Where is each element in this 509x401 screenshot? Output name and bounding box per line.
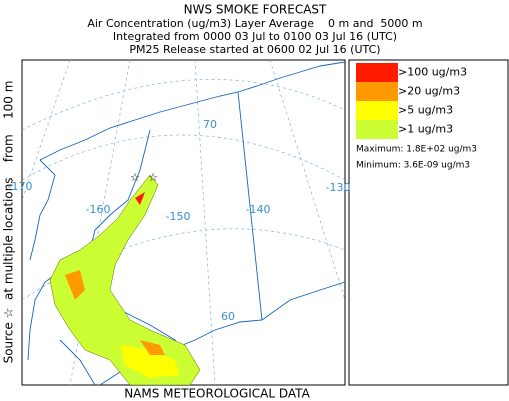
grid-label: -150 [166,210,191,223]
subtitle: Integrated from 0000 03 Jul to 0100 03 J… [113,30,397,43]
map: ☆ ☆ [21,59,346,386]
legend-swatch [356,82,398,101]
legend-label: >5 ug/m3 [398,104,453,117]
footer: NAMS METEOROLOGICAL DATA [124,387,310,401]
legend-swatch [356,101,398,120]
legend-swatch [356,63,398,82]
smoke-plume [49,174,201,385]
grid-label: -130 [326,181,351,194]
legend-maximum: Maximum: 1.8E+02 ug/m3 [356,145,477,155]
grid-label: -170 [8,180,33,193]
source-marker: ☆ [148,171,158,184]
legend-label: >100 ug/m3 [398,66,467,79]
subtitle: Air Concentration (ug/m3) Layer Average … [87,17,422,30]
legend-minimum: Minimum: 3.6E-09 ug/m3 [356,161,470,171]
grid-label: 60 [221,310,235,323]
grid-label: -140 [246,203,271,216]
legend-label: >1 ug/m3 [398,123,453,136]
source-marker: ☆ [130,171,140,184]
title: NWS SMOKE FORECAST [184,3,327,17]
legend-swatch [356,120,398,139]
graticule [22,60,345,385]
source-label: Source ☆ at multiple locations from 100 … [2,81,16,364]
subtitle: PM25 Release started at 0600 02 Jul 16 (… [129,43,380,56]
legend-label: >20 ug/m3 [398,85,460,98]
grid-label: 70 [203,118,217,131]
grid-label: -160 [86,203,111,216]
